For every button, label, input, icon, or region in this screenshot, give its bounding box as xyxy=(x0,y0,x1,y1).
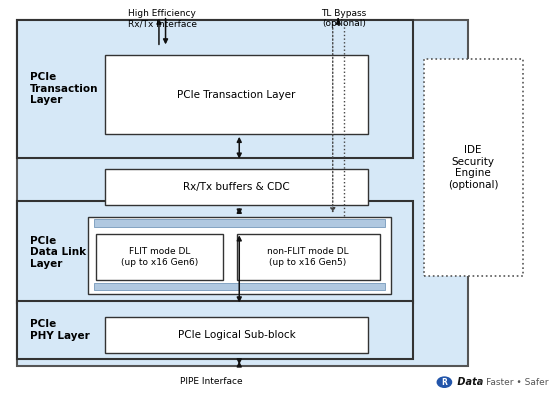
Text: PCIe Transaction Layer: PCIe Transaction Layer xyxy=(177,89,296,100)
Bar xyxy=(104,169,368,205)
Bar xyxy=(104,317,368,353)
Bar xyxy=(424,59,522,276)
Text: FLIT mode DL
(up to x16 Gen6): FLIT mode DL (up to x16 Gen6) xyxy=(121,247,198,267)
Bar xyxy=(16,20,412,158)
Bar xyxy=(88,217,390,294)
Text: Rx/Tx buffers & CDC: Rx/Tx buffers & CDC xyxy=(183,182,290,192)
Text: PCIe
Transaction
Layer: PCIe Transaction Layer xyxy=(30,72,99,105)
Bar xyxy=(96,234,223,280)
Text: PCIe
Data Link
Layer: PCIe Data Link Layer xyxy=(30,236,86,269)
Text: TL Bypass
(optional): TL Bypass (optional) xyxy=(321,9,366,28)
Text: R: R xyxy=(442,378,447,387)
Bar xyxy=(16,201,412,303)
Text: Data: Data xyxy=(454,377,483,387)
Bar xyxy=(104,55,368,134)
Text: PCIe Logical Sub-block: PCIe Logical Sub-block xyxy=(178,330,295,340)
Circle shape xyxy=(437,377,452,387)
Bar xyxy=(16,301,412,359)
Text: IDE
Security
Engine
(optional): IDE Security Engine (optional) xyxy=(448,145,498,190)
Text: PCIe
PHY Layer: PCIe PHY Layer xyxy=(30,319,90,341)
Text: PIPE Interface: PIPE Interface xyxy=(180,377,243,386)
Bar xyxy=(94,219,385,227)
Text: • Faster • Safer: • Faster • Safer xyxy=(475,378,548,387)
Bar xyxy=(236,234,380,280)
Bar xyxy=(16,20,468,366)
Bar xyxy=(94,283,385,290)
Text: non-FLIT mode DL
(up to x16 Gen5): non-FLIT mode DL (up to x16 Gen5) xyxy=(267,247,349,267)
Text: High Efficiency
Rx/Tx Interface: High Efficiency Rx/Tx Interface xyxy=(128,9,197,28)
